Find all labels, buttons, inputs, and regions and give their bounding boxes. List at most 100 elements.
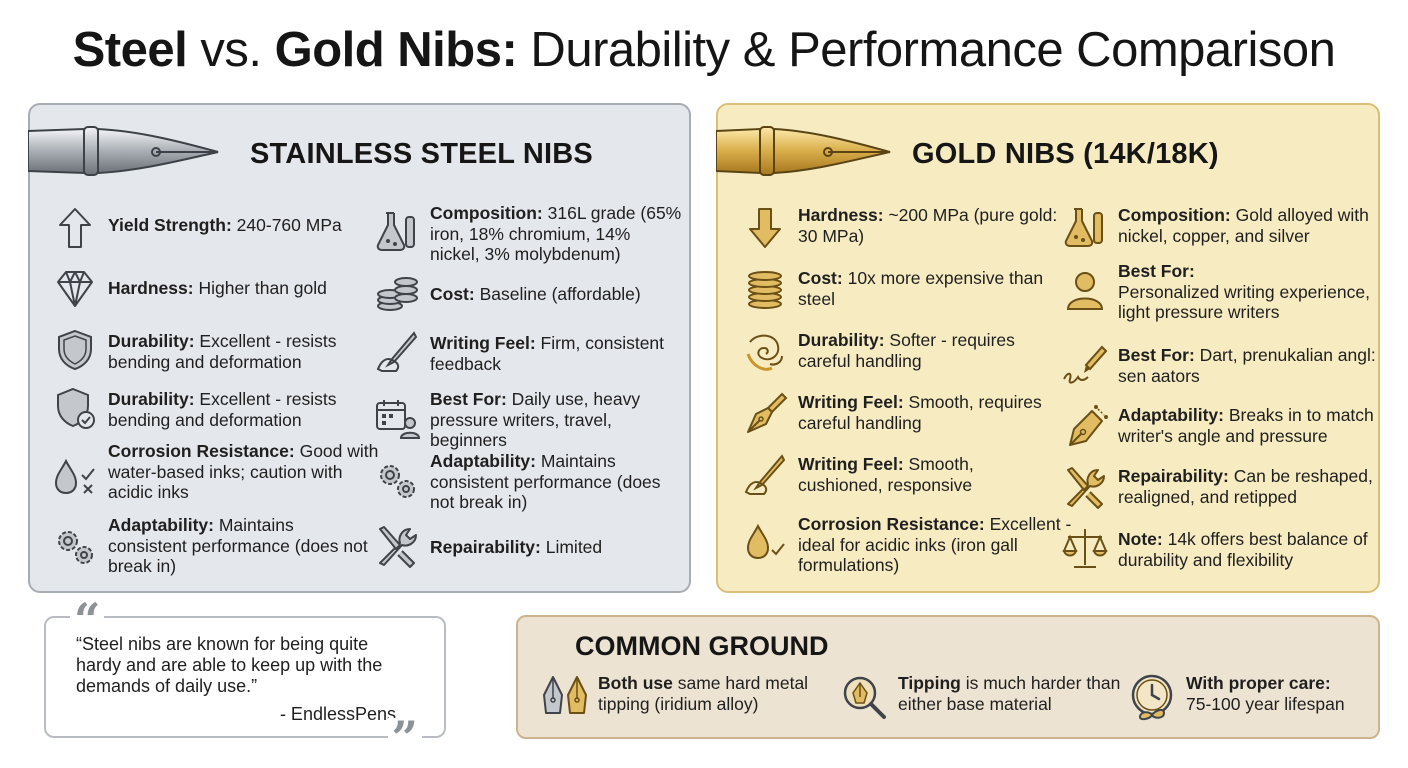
steel-text-6: 316L grade (65% iron, 18% chromium, 14% … xyxy=(430,203,682,264)
gold-item-best-for: Best For: Personalized writing experience… xyxy=(1062,261,1378,323)
gold-label-7: Best For: xyxy=(1118,261,1195,281)
steel-label-0: Yield Strength: xyxy=(108,215,232,235)
title-vs: vs. xyxy=(187,23,275,77)
gold-item-repairability: Repairability: Can be reshaped, realigne… xyxy=(1062,464,1378,510)
gold-text-4: Smooth, cushioned, responsive xyxy=(798,454,974,495)
droplet-check-icon xyxy=(746,523,785,560)
steel-text-11: Limited xyxy=(540,537,603,557)
steel-item-composition: Composition: 316L grade (65% iron, 18% c… xyxy=(374,203,684,265)
steel-item-yield-strength: Yield Strength: 240-760 MPa xyxy=(52,205,372,251)
diamond-icon xyxy=(57,271,93,307)
steel-text-3: Excellent - resists bending and deformat… xyxy=(108,389,337,430)
gold-item-hardness: Hardness: ~200 MPa (pure gold: 30 MPa) xyxy=(742,205,1062,251)
steel-item-writing-feel: Writing Feel: Firm, consistent feedback xyxy=(374,329,684,375)
steel-label-8: Writing Feel: xyxy=(430,333,536,353)
gold-text-9: Breaks in to match writer's angle and pr… xyxy=(1118,405,1374,446)
gold-label-11: Note: xyxy=(1118,529,1163,549)
steel-item-adaptability: Adaptability: Maintains consistent perfo… xyxy=(52,515,372,577)
steel-label-7: Cost: xyxy=(430,284,475,304)
gold-label-0: Hardness: xyxy=(798,205,884,225)
gold-text-7: Personalized writing experience, light p… xyxy=(1118,281,1370,323)
gold-item-corrosion: Corrosion Resistance: Excellent - ideal … xyxy=(742,514,1072,576)
gold-item-writing-feel-2: Writing Feel: Smooth, cushioned, respons… xyxy=(742,452,1062,498)
steel-text-5: Maintains consistent performance (does n… xyxy=(108,515,368,576)
hand-pen-icon xyxy=(376,331,418,372)
steel-item-corrosion: Corrosion Resistance: Good with water-ba… xyxy=(52,441,382,503)
gold-item-note: Note: 14k offers best balance of durabil… xyxy=(1062,525,1378,571)
hand-pen-icon xyxy=(744,454,786,495)
twin-nibs-icon xyxy=(543,676,587,714)
gold-nib-illustration xyxy=(716,126,891,176)
quote-source: - EndlessPens xyxy=(279,704,396,724)
common-text-0: same hard metal tipping (iridium alloy) xyxy=(598,673,809,714)
steel-label-2: Durability: xyxy=(108,331,195,351)
steel-item-repairability: Repairability: Limited xyxy=(374,523,684,569)
gold-label-4: Writing Feel: xyxy=(798,454,904,474)
steel-item-best-for: Best For: Daily use, heavy pressure writ… xyxy=(374,389,684,451)
magnifier-nib-icon xyxy=(843,676,886,719)
gold-item-adaptability: Adaptability: Breaks in to match writer'… xyxy=(1062,403,1378,449)
user-icon xyxy=(1066,272,1104,310)
close-quote-icon: ” xyxy=(387,715,422,761)
balance-scale-icon xyxy=(1062,529,1108,568)
gold-label-9: Adaptability: xyxy=(1118,405,1224,425)
gold-item-cost: Cost: 10x more expensive than steel xyxy=(742,266,1062,312)
common-label-0: Both use xyxy=(598,673,673,693)
gold-item-best-for-2: Best For: Dart, prenukalian angl: sen aa… xyxy=(1062,343,1378,389)
open-quote-icon: “ xyxy=(70,597,105,643)
gold-text-5: Excellent - ideal for acidic inks (iron … xyxy=(798,514,1072,575)
gold-text-2: Softer - requires careful handling xyxy=(798,330,1015,371)
page-title: Steel vs. Gold Nibs: Durability & Perfor… xyxy=(0,22,1408,78)
arrow-down-icon xyxy=(749,208,781,248)
steel-text-7: Baseline (affordable) xyxy=(474,284,641,304)
title-gold: Gold Nibs: xyxy=(274,23,518,77)
swirl-icon xyxy=(746,334,783,371)
droplet-check-icon xyxy=(54,458,95,495)
common-text-2: 75-100 year lifespan xyxy=(1186,693,1345,714)
steel-text-0: 240-760 MPa xyxy=(231,215,342,235)
coin-stack-icon xyxy=(377,277,418,311)
gold-label-2: Durability: xyxy=(798,330,885,350)
steel-label-9: Best For: xyxy=(430,389,507,409)
steel-label-4: Corrosion Resistance: xyxy=(108,441,295,461)
steel-item-durability-2: Durability: Excellent - resists bending … xyxy=(52,385,372,431)
calendar-user-icon xyxy=(376,400,420,439)
gold-nibs-panel: GOLD NIBS (14K/18K) Hardness: ~200 MPa (… xyxy=(716,103,1380,593)
common-text-1: is much harder than either base material xyxy=(898,673,1121,714)
gold-text-0: ~200 MPa (pure gold: 30 MPa) xyxy=(798,205,1058,246)
steel-text-2: Excellent - resists bending and deformat… xyxy=(108,331,337,372)
common-item-tipping-hardness: Tipping is much harder than either base … xyxy=(840,673,1140,723)
steel-text-10: Maintains consistent performance (does n… xyxy=(430,451,661,512)
gold-label-3: Writing Feel: xyxy=(798,392,904,412)
gears-icon xyxy=(58,531,93,564)
nib-adjust-icon xyxy=(1069,405,1108,446)
gold-label-8: Best For: xyxy=(1118,345,1195,365)
steel-label-10: Adaptability: xyxy=(430,451,536,471)
coin-stack-icon xyxy=(748,271,782,309)
wrench-screwdriver-icon xyxy=(1067,467,1105,509)
steel-text-9: Daily use, heavy pressure writers, trave… xyxy=(430,389,641,450)
steel-item-adaptability-2: Adaptability: Maintains consistent perfo… xyxy=(374,451,684,513)
common-ground-panel: COMMON GROUND Both use same hard metal t… xyxy=(516,615,1380,739)
common-item-lifespan: With proper care: 75-100 year lifespan xyxy=(1128,673,1368,723)
gold-text-6: Gold alloyed with nickel, copper, and si… xyxy=(1118,205,1369,246)
quote-text: “Steel nibs are known for being quite ha… xyxy=(76,634,383,696)
steel-label-3: Durability: xyxy=(108,389,195,409)
steel-label-11: Repairability: xyxy=(430,537,541,557)
gold-text-11: 14k offers best balance of durability an… xyxy=(1118,529,1368,570)
fountain-pen-icon xyxy=(747,392,788,433)
steel-label-5: Adaptability: xyxy=(108,515,214,535)
quote-box: “ “Steel nibs are known for being quite … xyxy=(44,597,446,761)
gold-text-1: 10x more expensive than steel xyxy=(798,268,1044,309)
shield-check-icon xyxy=(57,387,95,429)
gold-panel-heading: GOLD NIBS (14K/18K) xyxy=(912,138,1219,170)
title-rest: Durability & Performance Comparison xyxy=(517,23,1336,77)
common-label-2: With proper care: xyxy=(1186,673,1331,693)
steel-text-8: Firm, consistent feedback xyxy=(430,333,665,374)
common-ground-heading: COMMON GROUND xyxy=(575,631,829,661)
gold-text-8: Dart, prenukalian angl: sen aators xyxy=(1118,345,1376,386)
arrow-up-icon xyxy=(59,208,91,248)
lab-flask-icon xyxy=(1064,208,1103,247)
steel-nibs-panel: STAINLESS STEEL NIBS Yield Strength: 240… xyxy=(28,103,691,593)
steel-label-1: Hardness: xyxy=(108,278,194,298)
